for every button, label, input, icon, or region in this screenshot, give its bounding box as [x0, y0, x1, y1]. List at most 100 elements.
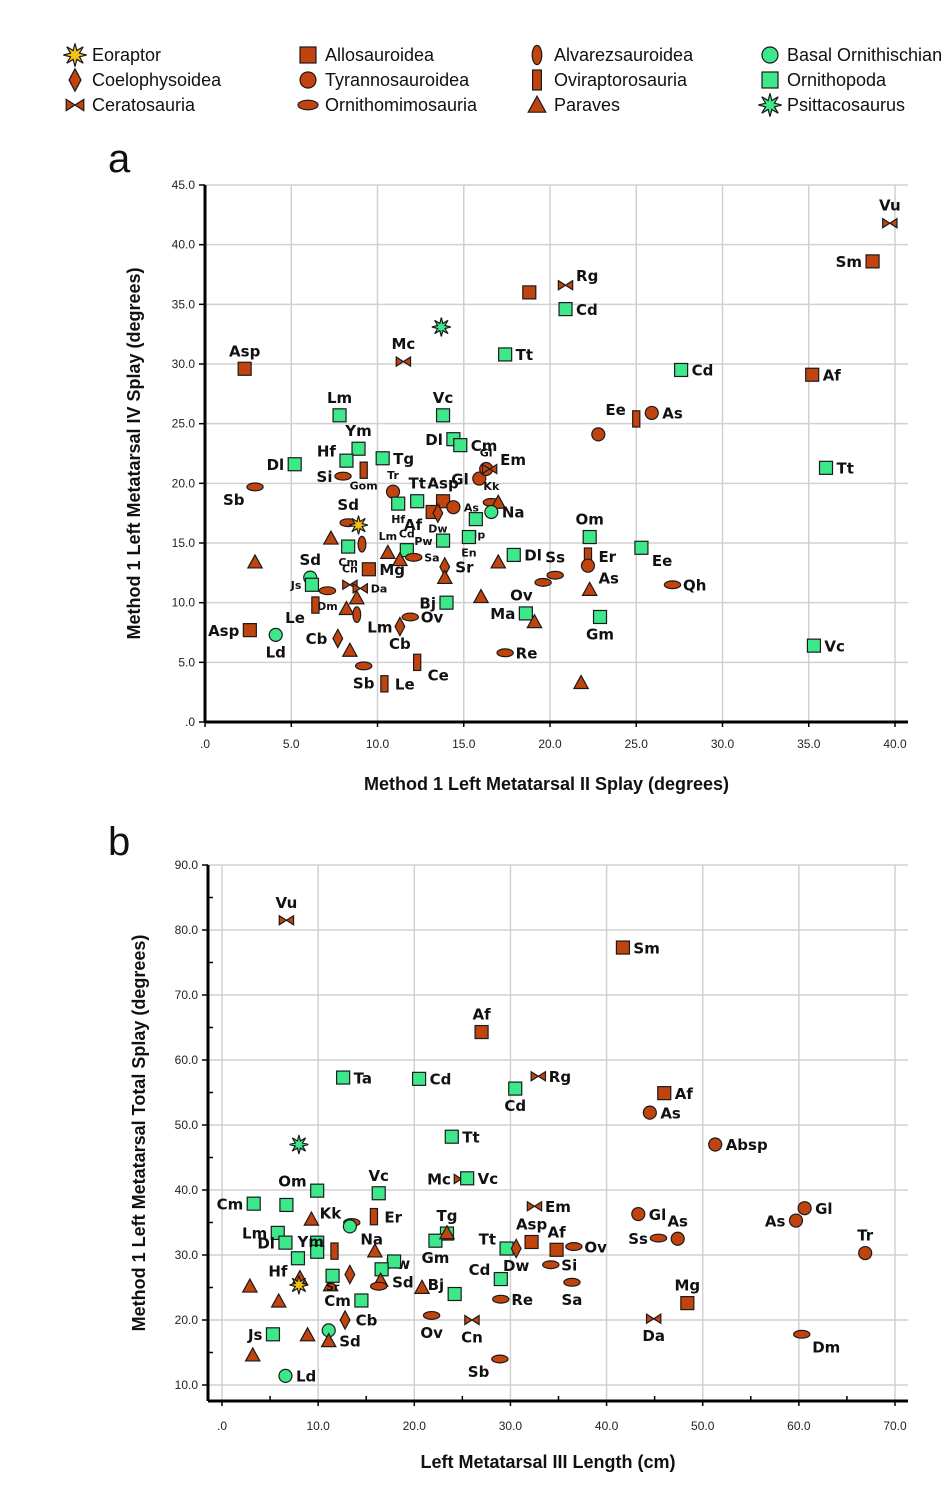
point-label: Mg	[674, 1277, 700, 1295]
data-point-ornithopoda	[310, 1244, 325, 1259]
ornithopoda-marker-icon	[439, 595, 454, 610]
legend-marker-basal-ornithischian-icon	[761, 46, 779, 64]
point-label: Om	[278, 1173, 306, 1191]
y-tick-label: 40.0	[175, 1183, 199, 1197]
point-label: Sb	[468, 1363, 490, 1381]
point-label: Mc	[427, 1171, 451, 1189]
x-tick-label: 15.0	[452, 737, 476, 751]
point-label: Gl	[480, 447, 493, 460]
x-tick-label: 40.0	[595, 1419, 619, 1433]
coelophysoidea-marker-icon	[432, 502, 444, 524]
point-label: Sb	[223, 491, 245, 509]
ornithopoda-marker-icon	[246, 1196, 261, 1211]
point-label: Ld	[266, 643, 286, 661]
legend-marker-eoraptor-icon	[63, 43, 87, 67]
tyrannosauroidea-marker-icon	[385, 484, 401, 499]
data-point-allosauroidea: Mg	[361, 561, 405, 579]
data-point-paraves	[299, 1326, 316, 1342]
x-axis-title: Method 1 Left Metatarsal II Splay (degre…	[364, 774, 729, 794]
data-point-paraves	[391, 551, 409, 567]
point-label: Na	[360, 1230, 383, 1248]
data-point-ornithopoda: Vc	[460, 1170, 498, 1188]
data-point-allosauroidea: Af	[548, 1223, 566, 1257]
point-label: Asp	[427, 475, 459, 493]
point-label: Cd	[504, 1097, 526, 1115]
ornithopoda-marker-icon	[371, 1186, 386, 1201]
legend-item-eoraptor: Eoraptor	[63, 43, 161, 67]
data-point-tyrannosauroidea: As	[644, 405, 683, 423]
data-point-ornithomimosauria: Si	[317, 468, 352, 486]
data-point-oviraptorosauria: Ee	[605, 401, 641, 428]
point-label: Cm	[217, 1195, 244, 1213]
data-point-ornithopoda: Hf	[317, 443, 354, 468]
point-label: Af	[473, 1006, 492, 1024]
data-point-ornithomimosauria: Ov	[420, 1310, 443, 1342]
legend-label: Ceratosauria	[92, 95, 196, 115]
coelophysoidea-marker-icon	[344, 1264, 356, 1285]
ornithopoda-marker-icon	[493, 1271, 508, 1287]
ceratosauria-marker-icon	[645, 1313, 662, 1325]
legend-marker-coelophysoidea-icon	[68, 67, 82, 93]
ornithopoda-marker-icon	[386, 1254, 402, 1269]
allosauroidea-marker-icon	[242, 623, 257, 638]
point-label: Tg	[393, 450, 414, 468]
data-point-paraves	[270, 1292, 287, 1308]
data-point-allosauroidea: Sm	[836, 253, 880, 271]
data-point-psittacosaurus	[431, 317, 451, 337]
point-label: As	[598, 570, 619, 588]
point-label: Mc	[391, 335, 415, 353]
legend-label: Paraves	[554, 95, 620, 115]
data-point-ceratosauria: Da	[642, 1313, 665, 1345]
allosauroidea-marker-icon	[805, 367, 820, 382]
ornithopoda-marker-icon	[354, 1293, 369, 1308]
point-label: Dl	[425, 431, 443, 449]
data-point-tyrannosauroidea: Gl	[631, 1206, 666, 1224]
data-point-ornithomimosauria: Dm	[793, 1329, 840, 1356]
point-label: Cd	[469, 1261, 491, 1279]
ceratosauria-marker-icon	[464, 1314, 480, 1326]
data-point-ornithopoda: En	[461, 529, 477, 559]
data-point-ornithopoda: Cd	[558, 301, 598, 319]
paraves-marker-icon	[320, 1332, 337, 1348]
legend-marker-ceratosauria-icon	[65, 98, 85, 112]
ornithopoda-marker-icon	[592, 609, 608, 625]
data-point-paraves	[490, 494, 507, 509]
data-point-ornithomimosauria: Ss	[628, 1230, 668, 1248]
data-point-tyrannosauroidea: As	[765, 1212, 804, 1230]
y-axis-title: Method 1 Left Metatarsal Total Splay (de…	[129, 935, 149, 1332]
point-label: Gom	[350, 480, 378, 493]
paraves-marker-icon	[366, 1242, 384, 1258]
data-point-ornithopoda: Cd	[399, 528, 415, 558]
ornithopoda-marker-icon	[290, 1251, 306, 1266]
ornithopoda-marker-icon	[332, 408, 347, 423]
point-label: Er	[598, 548, 616, 566]
point-label: Lm	[327, 389, 352, 407]
ornithomimosauria-marker-icon	[405, 552, 423, 562]
data-point-ornithopoda: Tt	[444, 1128, 480, 1146]
data-point-tyrannosauroidea: Tr	[385, 469, 401, 499]
point-label: Ce	[428, 666, 449, 684]
coelophysoidea-marker-icon	[339, 1309, 351, 1331]
ornithopoda-marker-icon	[453, 438, 468, 453]
point-label: Cm	[324, 1292, 351, 1310]
oviraptorosauria-marker-icon	[632, 410, 641, 428]
legend-item-allosauroidea: Allosauroidea	[299, 45, 435, 65]
x-tick-label: 20.0	[403, 1419, 427, 1433]
data-point-paraves: Sd	[320, 1332, 361, 1351]
point-label: Sr	[455, 559, 474, 577]
legend-item-paraves: Paraves	[527, 94, 620, 115]
data-point-ornithopoda: Ym	[344, 422, 372, 456]
allosauroidea-marker-icon	[435, 494, 451, 509]
data-point-paraves	[338, 600, 355, 616]
data-point-ornithopoda: Hf	[268, 1251, 306, 1280]
point-label: Vc	[433, 389, 454, 407]
legend-label: Tyrannosauroidea	[325, 70, 470, 90]
point-label: Cd	[692, 362, 714, 380]
basal-ornithischian-marker-icon	[278, 1368, 293, 1384]
data-point-ornithopoda: Tt	[498, 346, 533, 364]
paraves-marker-icon	[341, 642, 359, 657]
y-tick-label: 30.0	[172, 357, 196, 371]
y-tick-label: 35.0	[172, 297, 196, 311]
data-point-ornithopoda: Cm	[338, 539, 358, 569]
ornithopoda-marker-icon	[391, 496, 406, 511]
